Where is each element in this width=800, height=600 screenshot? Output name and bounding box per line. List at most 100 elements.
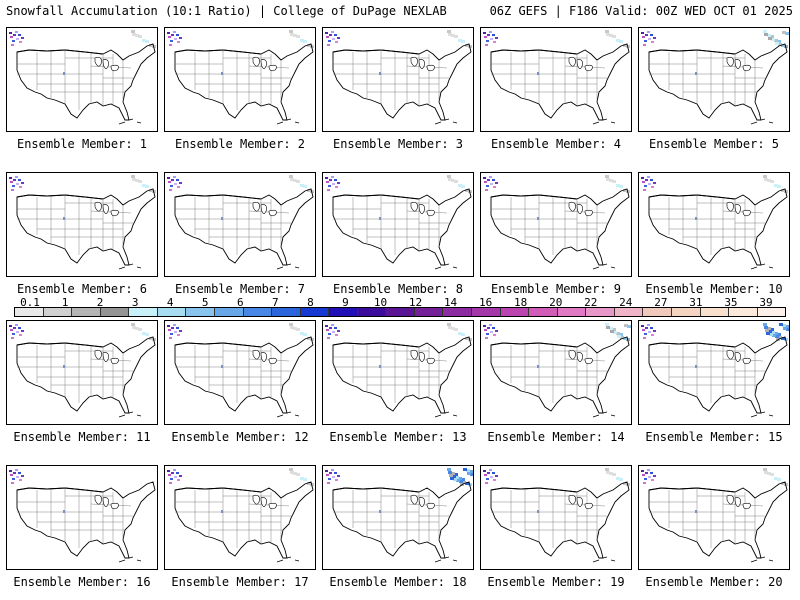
conus-outline [174, 43, 314, 121]
conus-outline [490, 43, 630, 121]
great-lakes [568, 494, 593, 510]
northwest-snow-area [325, 324, 340, 339]
ensemble-member-label: Ensemble Member: 18 [329, 575, 467, 589]
northeast-snow-area [605, 323, 631, 341]
map-title: Snowfall Accumulation (10:1 Ratio) | Col… [6, 4, 447, 18]
colorbar-tick-label: 14 [443, 296, 458, 309]
colorbar-tick-label: 5 [201, 296, 209, 309]
rockies-snow-spot [63, 217, 65, 220]
colorbar-tick-label: 4 [166, 296, 174, 309]
conus-outline [648, 481, 788, 559]
northeast-snow-area [447, 175, 472, 193]
rockies-snow-spot [221, 510, 223, 513]
great-lakes [726, 56, 751, 72]
northeast-snow-area [131, 30, 156, 48]
colorbar-tick-label: 20 [549, 296, 563, 309]
northwest-snow-area [641, 469, 656, 484]
northwest-snow-area [483, 469, 498, 484]
colorbar-segment [386, 308, 415, 316]
colorbar-tick-label: 27 [654, 296, 668, 309]
state-boundaries [175, 195, 291, 255]
great-lakes [726, 494, 751, 510]
colorbar-segment [329, 308, 358, 316]
colorbar-tick-label: 16 [478, 296, 493, 309]
snowfall-colorbar [14, 307, 786, 317]
ensemble-member-map [638, 27, 790, 132]
conus-outline [16, 188, 156, 266]
northwest-snow-area [167, 31, 182, 46]
state-boundaries [333, 488, 449, 548]
colorbar-segment [529, 308, 558, 316]
great-lakes [726, 349, 751, 365]
caribbean-islands [750, 411, 774, 418]
colorbar-segment [757, 308, 786, 316]
state-boundaries [333, 50, 449, 110]
caribbean-islands [118, 118, 142, 125]
rockies-snow-spot [695, 72, 697, 75]
colorbar-segment [214, 308, 244, 316]
ensemble-member-label: Ensemble Member: 5 [648, 137, 780, 151]
colorbar-segment [72, 308, 101, 316]
ensemble-member-label: Ensemble Member: 6 [16, 282, 148, 296]
northeast-snow-area [131, 175, 156, 193]
northeast-snow-area [605, 468, 630, 486]
state-boundaries [649, 343, 765, 403]
state-boundaries [649, 50, 765, 110]
northwest-snow-area [641, 31, 656, 46]
ensemble-member-label: Ensemble Member: 1 [16, 137, 148, 151]
colorbar-segment [272, 308, 301, 316]
rockies-snow-spot [379, 72, 381, 75]
colorbar-segment [643, 308, 672, 316]
ensemble-member-map [322, 320, 474, 425]
ensemble-member-label: Ensemble Member: 3 [332, 137, 464, 151]
ensemble-member-label: Ensemble Member: 11 [13, 430, 151, 444]
great-lakes [252, 349, 277, 365]
rockies-snow-spot [695, 510, 697, 513]
rockies-snow-spot [695, 217, 697, 220]
colorbar-segment [43, 308, 73, 316]
caribbean-islands [750, 263, 774, 270]
ensemble-member-label: Ensemble Member: 4 [490, 137, 622, 151]
colorbar-tick-label: 10 [373, 296, 388, 309]
colorbar-segment [443, 308, 472, 316]
caribbean-islands [118, 263, 142, 270]
state-boundaries [17, 343, 133, 403]
colorbar-tick-label: 2 [96, 296, 104, 309]
colorbar-tick-label: 35 [724, 296, 738, 309]
state-boundaries [17, 195, 133, 255]
rockies-snow-spot [63, 510, 65, 513]
ensemble-member-map [164, 172, 316, 277]
ensemble-member-map [6, 172, 158, 277]
colorbar-segment [557, 308, 587, 316]
conus-outline [174, 481, 314, 559]
state-boundaries [17, 50, 133, 110]
state-boundaries [333, 195, 449, 255]
ensemble-member-label: Ensemble Member: 7 [174, 282, 306, 296]
colorbar-tick-label: 12 [408, 296, 423, 309]
state-boundaries [649, 488, 765, 548]
ensemble-member-label: Ensemble Member: 17 [171, 575, 309, 589]
northeast-snow-area [289, 30, 314, 48]
caribbean-islands [592, 411, 616, 418]
rockies-snow-spot [63, 72, 65, 75]
northeast-snow-area [289, 468, 314, 486]
northeast-snow-area [763, 323, 789, 341]
state-boundaries [17, 488, 133, 548]
rockies-snow-spot [537, 217, 539, 220]
colorbar-segment [729, 308, 758, 316]
colorbar-tick-label: 7 [272, 296, 279, 309]
rockies-snow-spot [537, 72, 539, 75]
rockies-snow-spot [221, 72, 223, 75]
northeast-snow-area [763, 468, 788, 486]
colorbar-tick-label: 24 [619, 296, 633, 309]
colorbar-segment [129, 308, 158, 316]
rockies-snow-spot [221, 217, 223, 220]
conus-outline [648, 188, 788, 266]
northwest-snow-area [9, 469, 24, 484]
northwest-snow-area [641, 324, 656, 339]
state-boundaries [491, 488, 607, 548]
ensemble-member-map [164, 320, 316, 425]
northwest-snow-area [167, 176, 182, 191]
ensemble-member-map [480, 465, 632, 570]
great-lakes [252, 56, 277, 72]
